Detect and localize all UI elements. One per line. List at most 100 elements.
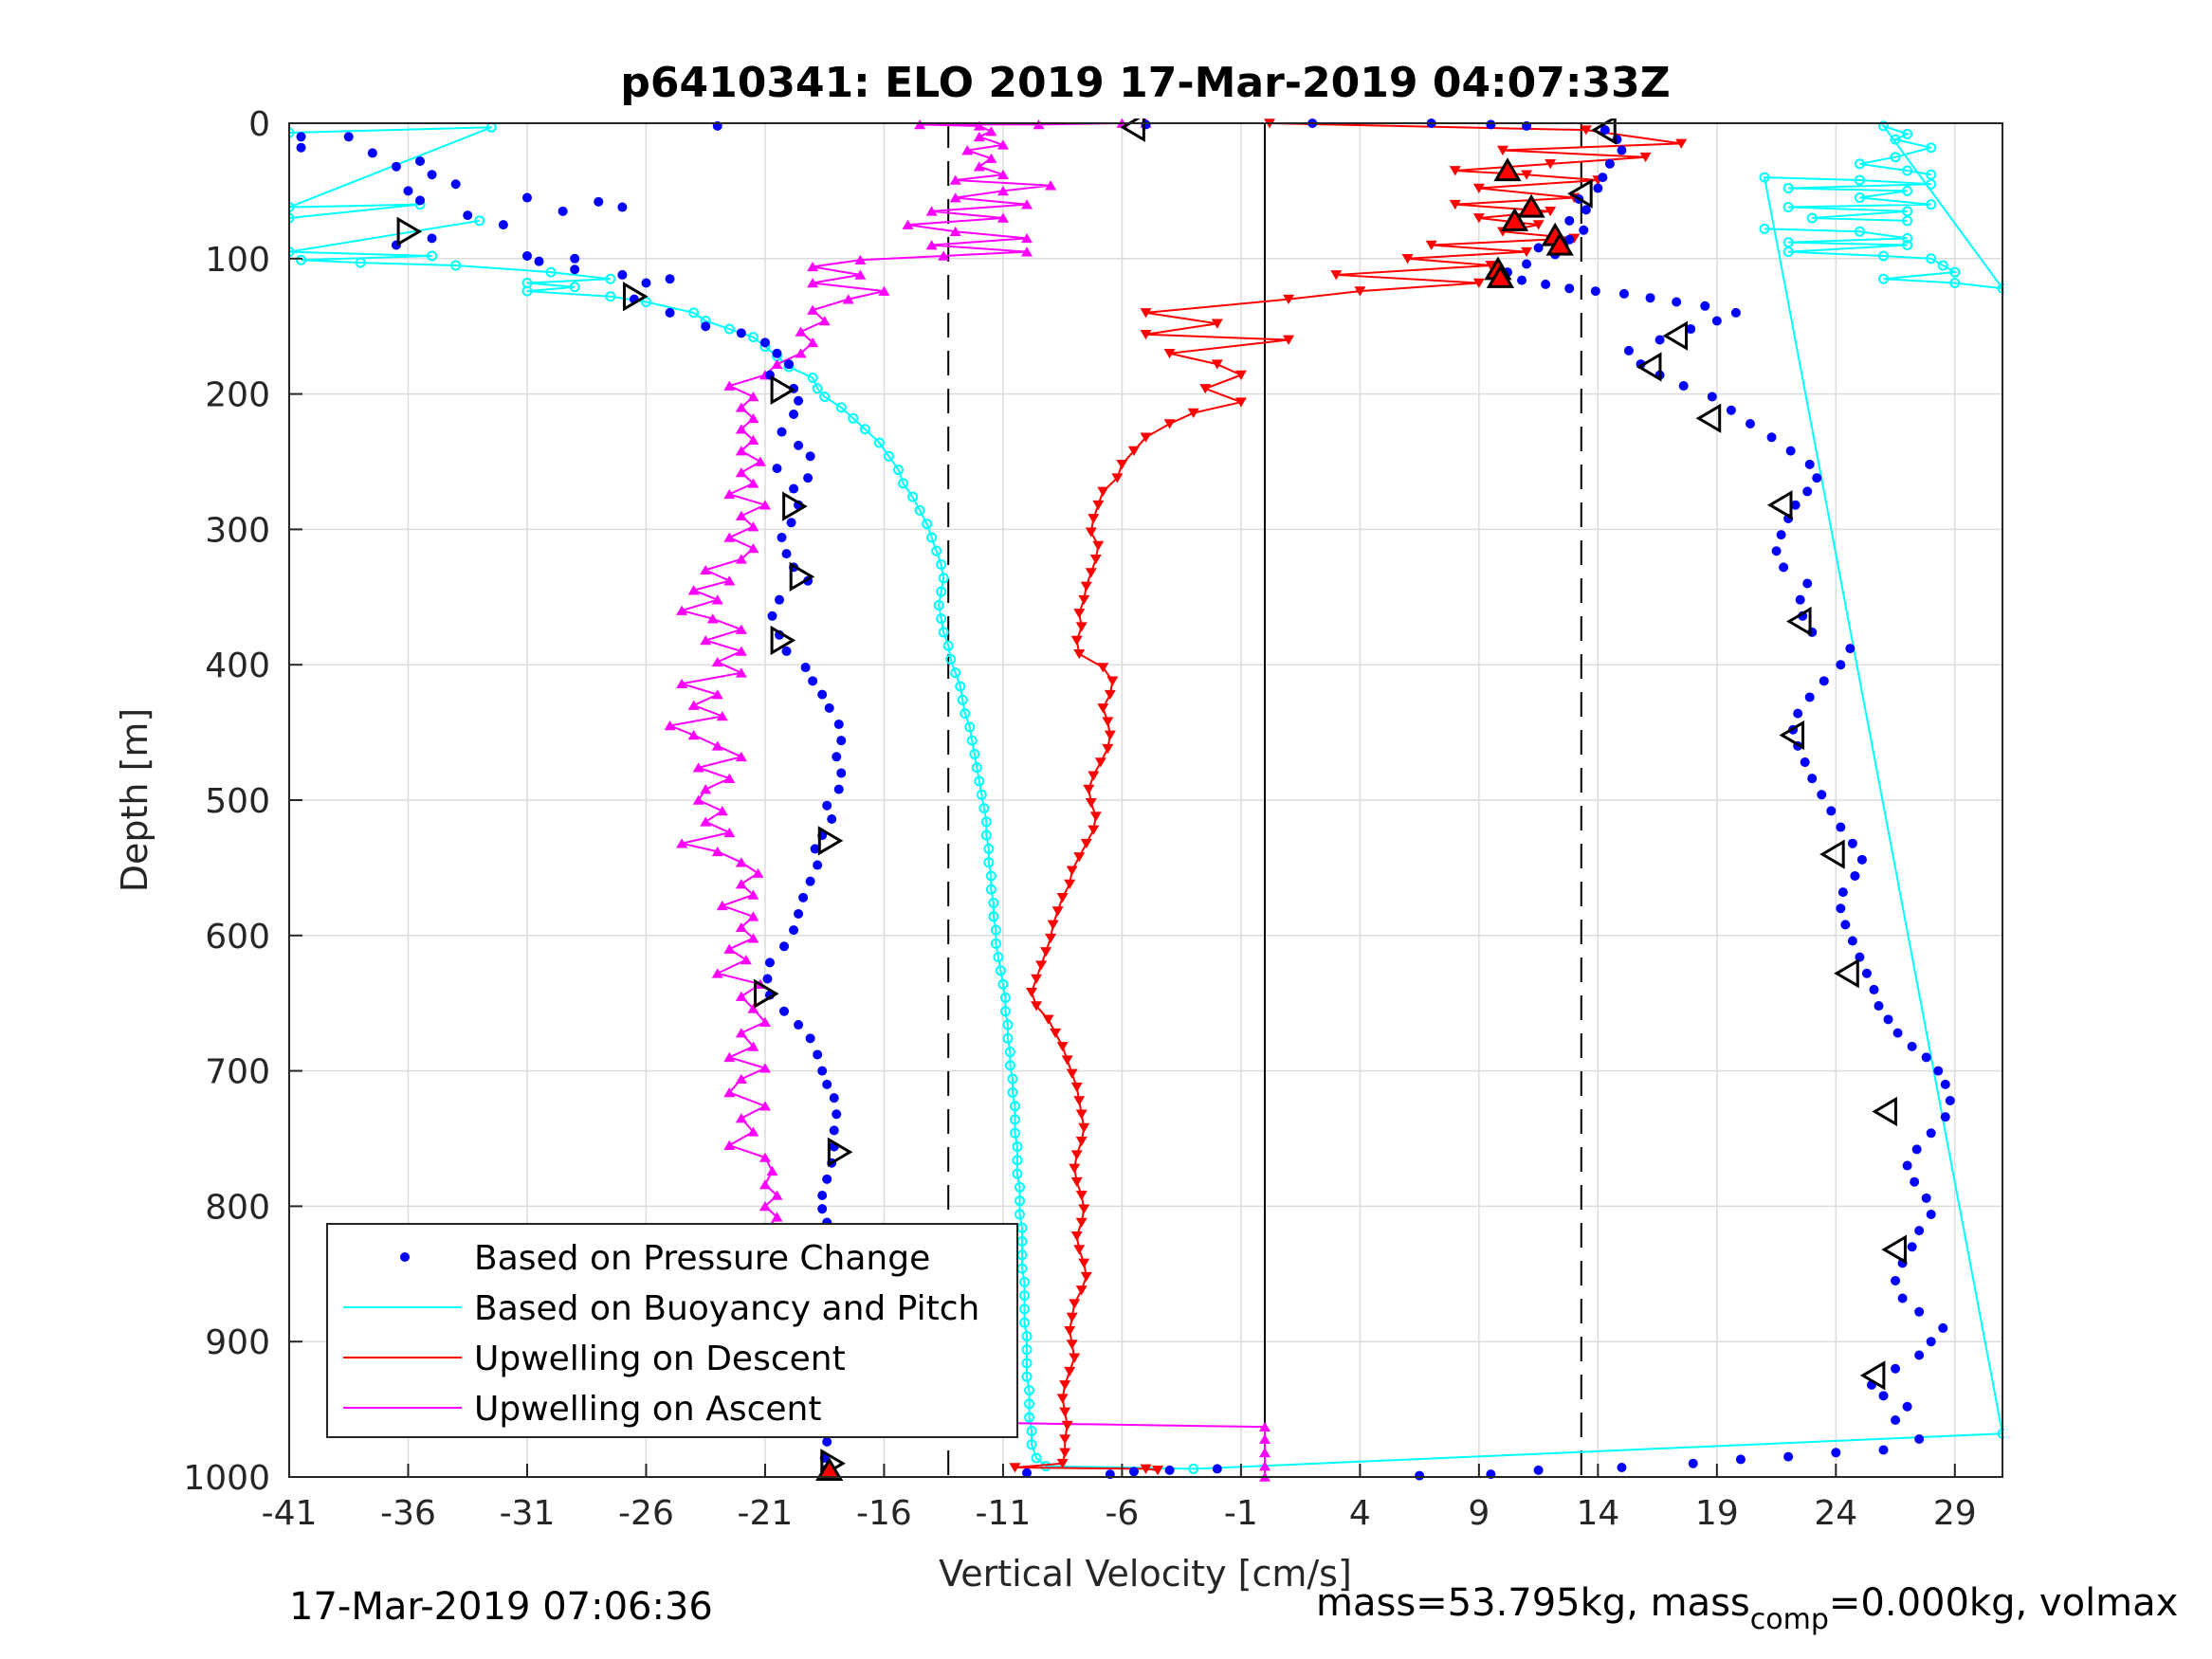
pressure-point xyxy=(784,359,795,370)
upwelling-descent-point xyxy=(1425,240,1437,250)
pressure-point xyxy=(1891,1363,1901,1374)
pressure-point xyxy=(764,957,775,968)
upwelling-descent-point xyxy=(1211,359,1223,370)
y-tick-label: 800 xyxy=(205,1188,270,1227)
buoyancy-point xyxy=(1021,1358,1033,1369)
pressure-point xyxy=(827,813,837,824)
pressure-point xyxy=(1855,952,1865,962)
upwelling-descent-point xyxy=(1449,166,1461,176)
pressure-point xyxy=(1847,838,1857,848)
upwelling-descent-point xyxy=(1075,1109,1088,1120)
pressure-point xyxy=(1914,1434,1925,1445)
upwelling-ascent-point xyxy=(716,900,728,911)
buoyancy-point xyxy=(945,653,957,665)
buoyancy-point xyxy=(1926,253,1937,264)
buoyancy-point xyxy=(997,978,1009,990)
upwelling-descent-point xyxy=(1056,1458,1069,1469)
pressure-point xyxy=(1804,459,1815,469)
upwelling-ascent-point xyxy=(771,358,783,369)
pressure-point xyxy=(1861,968,1872,978)
pressure-point xyxy=(772,464,782,474)
upwelling-ascent-point xyxy=(664,720,676,731)
buoyancy-point xyxy=(289,127,295,138)
pressure-point xyxy=(1617,1463,1627,1473)
axis-ticks: -41 -36 -31 -26 -21 -16 -11 -6 -1 4 9 14 19 24 29 0 100 2… xyxy=(183,105,1976,1533)
upwelling-descent-point xyxy=(1080,581,1092,592)
pressure-point xyxy=(772,348,782,358)
pressure-point xyxy=(759,337,770,348)
pressure-point xyxy=(1654,335,1665,345)
pressure-point xyxy=(794,395,804,406)
pressure-point xyxy=(817,689,828,700)
buoyancy-point xyxy=(289,202,295,213)
upwelling-triangle-marker xyxy=(1500,208,1529,231)
pressure-point xyxy=(805,876,815,886)
x-tick-label: -6 xyxy=(1105,1494,1139,1533)
descent-triangle-marker xyxy=(817,826,844,856)
upwelling-descent-point xyxy=(1070,1150,1083,1160)
pressure-point xyxy=(463,210,473,221)
upwelling-descent-point xyxy=(1085,568,1097,578)
buoyancy-point xyxy=(1024,1385,1035,1396)
pressure-point xyxy=(534,256,544,266)
pressure-point xyxy=(1745,419,1755,429)
buoyancy-point xyxy=(892,465,904,476)
pressure-point xyxy=(817,1066,828,1076)
upwelling-descent-point xyxy=(1069,1299,1081,1309)
y-tick-label: 1000 xyxy=(183,1459,270,1498)
pressure-point xyxy=(1795,594,1805,605)
pressure-point xyxy=(570,253,580,264)
upwelling-descent-point xyxy=(1059,1448,1071,1458)
upwelling-ascent-point xyxy=(723,488,736,500)
upwelling-ascent-point xyxy=(716,711,728,721)
upwelling-ascent-point xyxy=(735,991,747,1001)
upwelling-ascent-point xyxy=(938,250,950,261)
upwelling-descent-point xyxy=(1094,757,1106,768)
upwelling-descent-point xyxy=(1089,555,1102,565)
pressure-point xyxy=(1688,1458,1698,1468)
upwelling-descent-point xyxy=(1061,1055,1073,1066)
y-tick-label: 400 xyxy=(205,647,270,685)
x-tick-label: -26 xyxy=(618,1494,674,1533)
buoyancy-point xyxy=(922,519,933,530)
x-tick-label: -41 xyxy=(262,1494,318,1533)
upwelling-descent-point xyxy=(1047,920,1059,930)
upwelling-ascent-point xyxy=(711,594,723,605)
pressure-point xyxy=(1564,215,1575,226)
upwelling-ascent-point xyxy=(759,1063,771,1073)
pressure-point xyxy=(1807,774,1818,784)
pressure-point xyxy=(781,646,792,656)
pressure-point xyxy=(1579,225,1589,235)
buoyancy-point xyxy=(1902,185,1913,196)
descent-triangle-marker xyxy=(623,282,649,312)
buoyancy-point xyxy=(1026,1439,1037,1450)
pressure-point xyxy=(1874,1001,1884,1012)
upwelling-descent-point xyxy=(1199,384,1212,394)
buoyancy-point xyxy=(999,992,1011,1003)
pressure-point xyxy=(1735,1454,1746,1465)
pressure-point xyxy=(1771,546,1782,556)
pressure-point xyxy=(498,220,508,230)
pressure-point xyxy=(1940,1079,1950,1089)
pressure-point xyxy=(1800,757,1810,768)
upwelling-ascent-point xyxy=(747,933,759,943)
pressure-point xyxy=(1766,432,1777,443)
pressure-point xyxy=(1836,822,1846,832)
x-tick-label: -36 xyxy=(380,1494,436,1533)
reference-lines xyxy=(947,123,1582,1477)
pressure-point xyxy=(777,532,787,542)
pressure-point xyxy=(736,328,746,338)
buoyancy-point xyxy=(957,694,968,705)
upwelling-descent-point xyxy=(1127,446,1140,456)
pressure-point xyxy=(822,1436,832,1447)
buoyancy-point xyxy=(474,215,485,227)
pressure-point xyxy=(1700,301,1710,311)
pressure-point xyxy=(1164,1465,1175,1475)
upwelling-ascent-point xyxy=(723,943,736,954)
pressure-point xyxy=(1845,644,1856,654)
pressure-point xyxy=(1415,1470,1425,1481)
upwelling-descent-point xyxy=(1085,798,1097,809)
pressure-point xyxy=(1564,234,1575,245)
upwelling-ascent-point xyxy=(700,816,712,827)
upwelling-ascent-point xyxy=(759,1101,771,1111)
